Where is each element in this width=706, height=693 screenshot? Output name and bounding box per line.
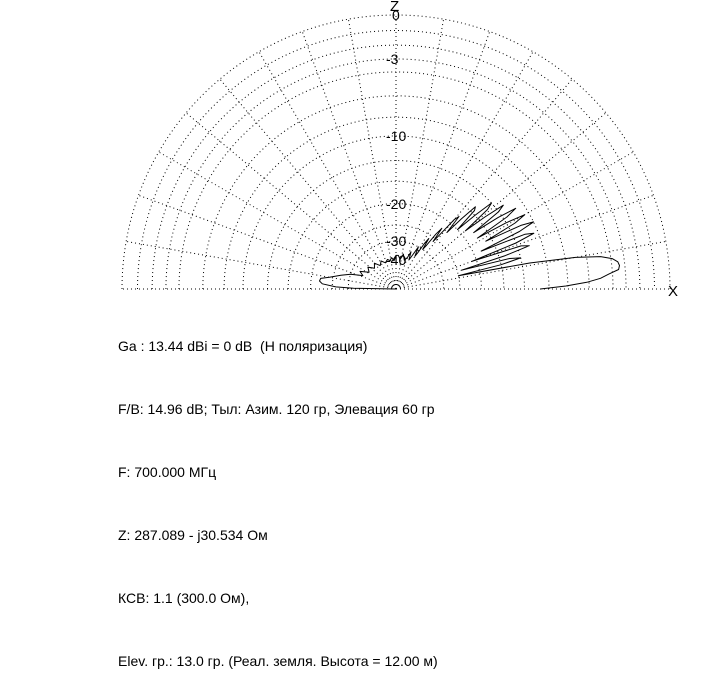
grid-spoke [138,194,397,290]
radial-tick-label: -30 [386,233,407,250]
grid-spoke [185,112,397,290]
impedance-line: Z: 287.089 - j30.534 Ом [118,527,268,543]
grid-spoke [395,112,607,290]
grid-ring [178,71,614,290]
swr-line: КСВ: 1.1 (300.0 Ом), [118,590,250,606]
grid-ring [267,160,525,290]
front-back-line: F/B: 14.96 dB; Тыл: Азим. 120 гр, Элевац… [118,401,435,417]
grid-ring [331,224,461,290]
grid-spoke [395,31,491,290]
radial-tick-label: -3 [386,50,399,67]
grid-spoke [395,51,534,290]
grid-spoke [395,151,634,290]
grid-ring [310,203,482,290]
x-axis-label: X [668,283,679,300]
polar-grid [121,14,671,290]
grid-spoke [258,51,397,290]
grid-spoke [347,19,397,290]
grid-spoke [301,31,397,290]
radial-tick-label: -20 [386,195,407,212]
grid-ring [347,240,445,290]
grid-ring [165,58,627,290]
radiation-pattern [319,202,620,290]
grid-spoke [219,78,397,290]
grid-spoke [158,151,397,290]
z-axis-label: Z [390,0,400,15]
grid-spoke [395,78,573,290]
grid-ring [137,30,655,290]
elevation-line: Elev. гр.: 13.0 гр. (Реал. земля. Высота… [118,653,438,669]
radial-tick-label: -10 [386,127,407,144]
grid-ring [223,116,569,290]
frequency-line: F: 700.000 МГц [118,464,217,480]
gain-line: Ga : 13.44 dBi = 0 dB (H поляризация) [118,338,368,354]
grid-spoke [395,194,654,290]
grid-spoke [126,240,397,290]
radial-tick-label: 0 [392,7,400,23]
antenna-info-panel: Ga : 13.44 dBi = 0 dB (H поляризация) F/… [118,294,438,693]
polar-pattern-chart [121,14,671,290]
pattern-series-0 [319,202,620,290]
radial-tick-label: -40 [386,251,407,268]
grid-spoke [395,19,445,290]
grid-spoke [395,240,666,290]
